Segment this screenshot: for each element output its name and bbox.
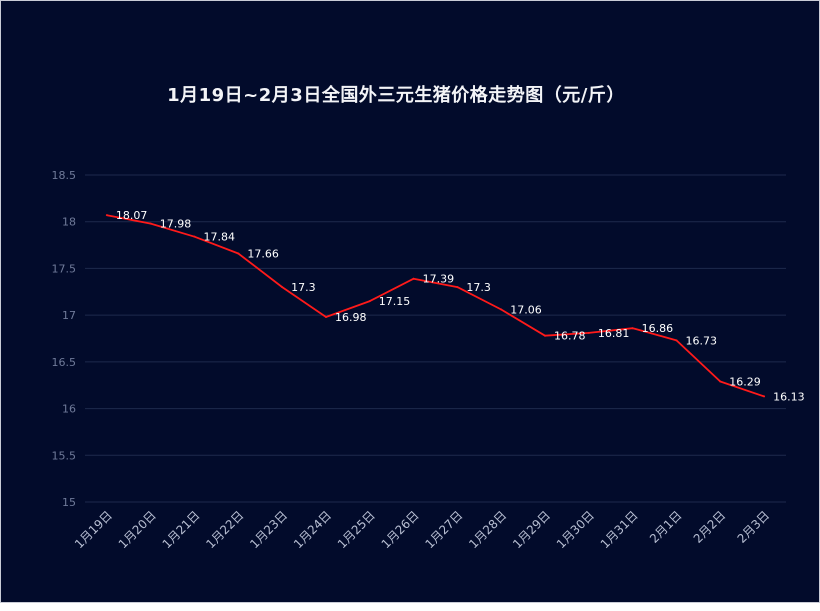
data-label: 17.15 (379, 295, 411, 308)
x-tick-label: 1月25日 (335, 508, 378, 551)
data-label: 17.84 (204, 231, 236, 244)
data-label: 16.73 (685, 334, 717, 347)
y-tick-label: 15.5 (52, 449, 77, 462)
data-point (763, 395, 766, 398)
series-line (106, 214, 765, 398)
data-label: 17.98 (160, 218, 192, 231)
x-tick-label: 1月24日 (291, 508, 334, 551)
x-tick-label: 1月26日 (379, 508, 422, 551)
x-tick-label: 2月2日 (691, 508, 729, 546)
y-tick-label: 17 (62, 309, 76, 322)
data-label: 18.07 (116, 209, 148, 222)
data-label: 17.3 (466, 281, 491, 294)
data-label: 16.78 (554, 330, 586, 343)
y-tick-label: 17.5 (52, 262, 77, 275)
chart-title: 1月19日~2月3日全国外三元生猪价格走势图（元/斤） (167, 85, 625, 106)
x-tick-label: 1月30日 (554, 508, 597, 551)
y-tick-label: 18 (62, 216, 76, 229)
data-label: 16.86 (642, 322, 674, 335)
data-point (500, 308, 503, 311)
data-label: 17.66 (247, 247, 279, 260)
x-tick-label: 1月21日 (160, 508, 203, 551)
y-tick-label: 16 (62, 403, 76, 416)
x-tick-label: 1月23日 (247, 508, 290, 551)
data-point (719, 380, 722, 383)
x-tick-label: 1月27日 (422, 508, 465, 551)
y-tick-label: 15 (62, 496, 76, 509)
data-point (105, 214, 108, 217)
x-tick-label: 1月29日 (510, 508, 553, 551)
data-label: 17.39 (423, 273, 455, 286)
data-point (675, 339, 678, 342)
data-label: 16.98 (335, 311, 367, 324)
x-tick-label: 1月20日 (116, 508, 159, 551)
data-point (324, 316, 327, 319)
data-point (281, 286, 284, 289)
y-tick-label: 18.5 (52, 169, 77, 182)
data-label: 16.81 (598, 327, 630, 340)
x-tick-label: 1月31日 (598, 508, 641, 551)
x-tick-label: 1月22日 (203, 508, 246, 551)
y-tick-label: 16.5 (52, 356, 77, 369)
data-point (237, 252, 240, 255)
data-point (149, 222, 152, 225)
data-point (544, 334, 547, 337)
data-point (368, 300, 371, 303)
data-point (631, 327, 634, 330)
data-label: 16.29 (729, 375, 761, 388)
x-tick-label: 1月28日 (466, 508, 509, 551)
x-tick-label: 2月1日 (647, 508, 685, 546)
data-label: 16.13 (773, 390, 805, 403)
x-tick-label: 2月3日 (735, 508, 773, 546)
data-label: 17.3 (291, 281, 316, 294)
data-point (587, 331, 590, 334)
data-point (456, 286, 459, 289)
x-tick-label: 1月19日 (72, 508, 115, 551)
data-point (193, 235, 196, 238)
data-point (412, 277, 415, 280)
data-label: 17.06 (510, 304, 542, 317)
